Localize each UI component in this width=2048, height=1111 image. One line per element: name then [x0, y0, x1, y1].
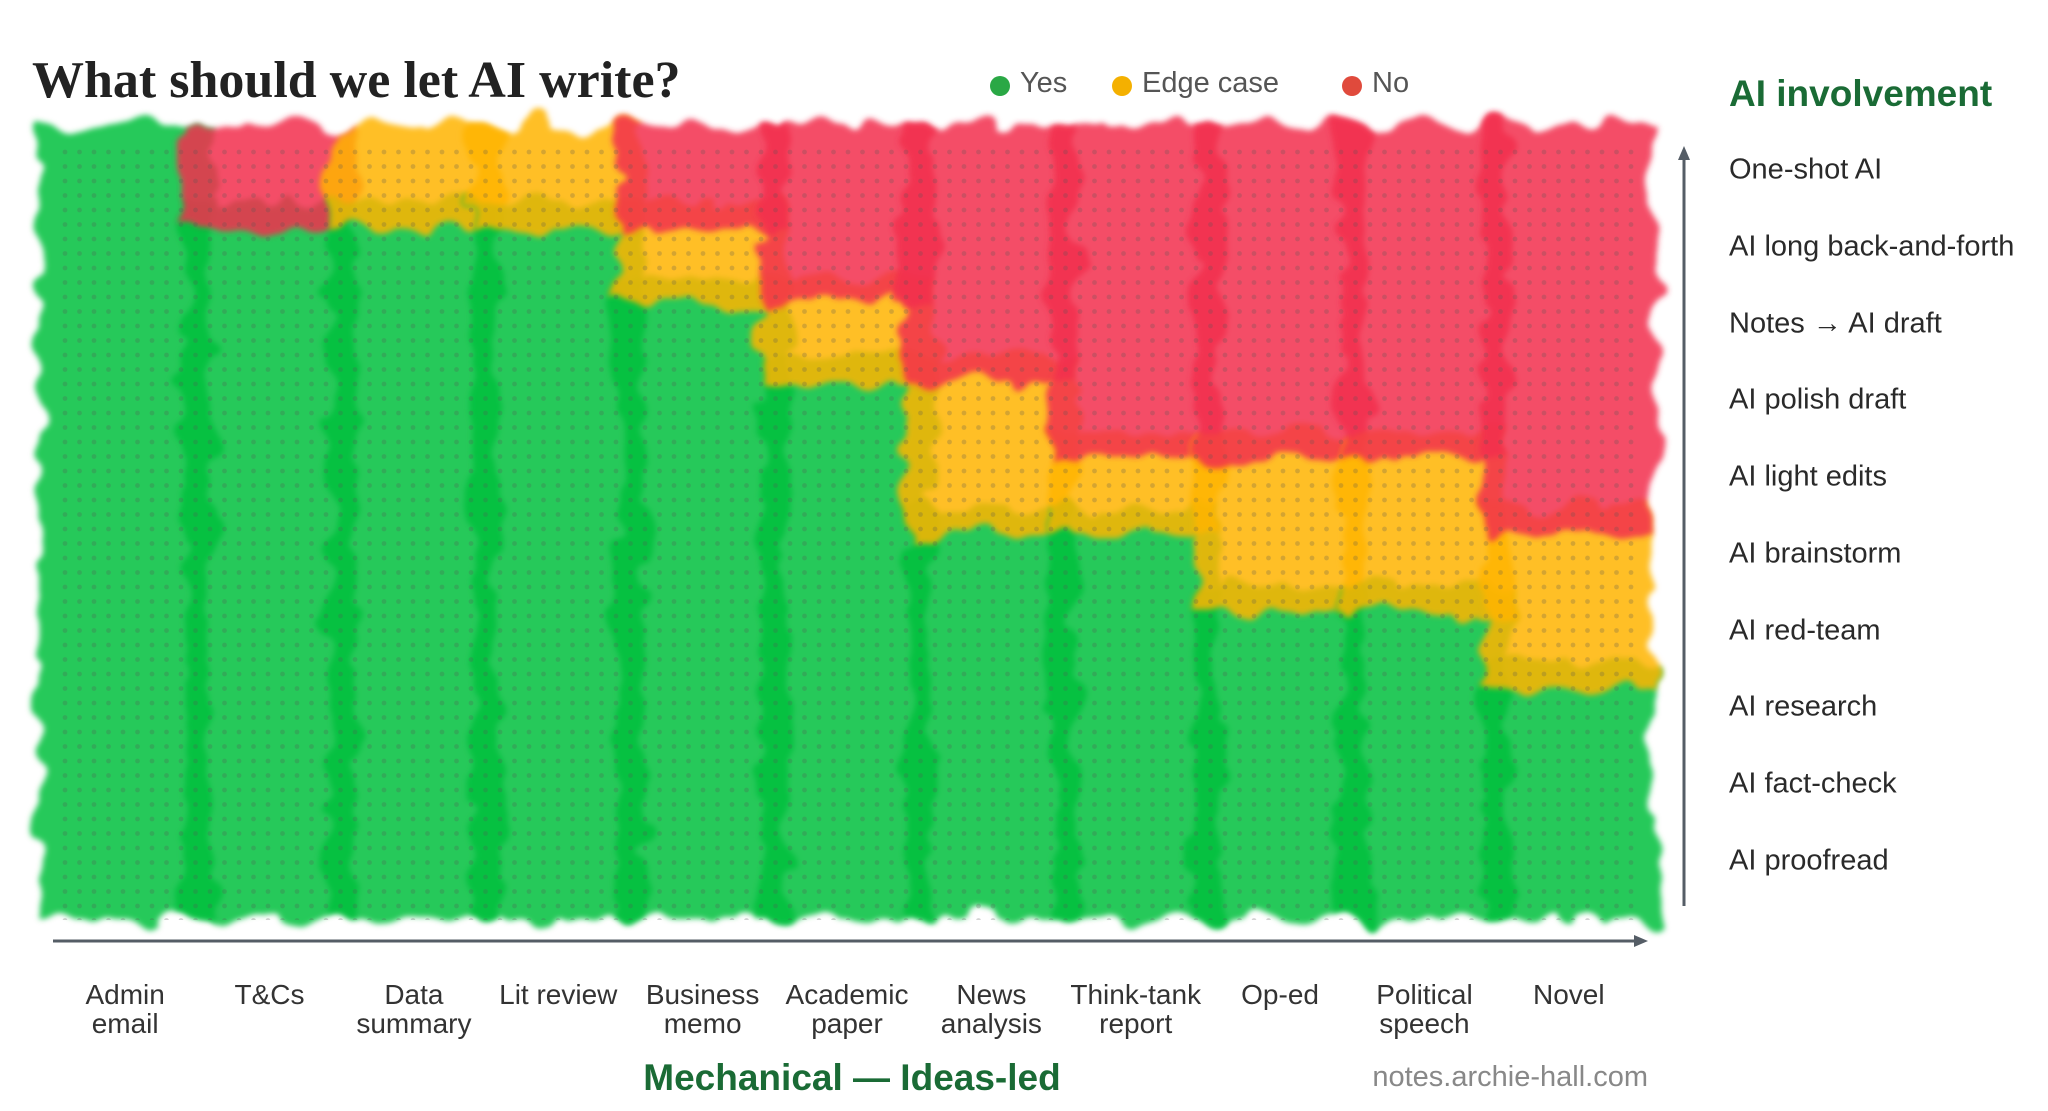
y-tick-label: Notes → AI draft: [1729, 307, 1942, 340]
y-tick-label: AI proofread: [1729, 844, 1889, 877]
y-tick-label: AI light edits: [1729, 460, 1887, 493]
x-tick-label: Op-ed: [1241, 979, 1319, 1010]
legend-label: Edge case: [1142, 67, 1280, 99]
x-tick-label: Political speech: [1376, 979, 1473, 1040]
legend-marker: [1112, 76, 1132, 96]
y-axis-arrow: [1678, 146, 1690, 160]
y-tick-label: AI fact-check: [1729, 767, 1897, 800]
y-tick-label: AI red-team: [1729, 614, 1881, 647]
legend-label: Yes: [1020, 67, 1068, 99]
y-tick-label: AI research: [1729, 690, 1878, 723]
x-tick-label: Lit review: [499, 979, 618, 1010]
x-tick-label: Think-tank report: [1070, 979, 1202, 1040]
x-tick-label: Academic paper: [785, 979, 909, 1040]
y-axis-title: AI involvement: [1729, 73, 1993, 114]
x-tick-label: News analysis: [940, 979, 1042, 1040]
y-tick-label: One-shot AI: [1729, 153, 1883, 186]
legend-label: No: [1372, 67, 1410, 99]
x-axis-title: Mechanical — Ideas-led: [643, 1057, 1061, 1098]
x-tick-label: Admin email: [85, 979, 165, 1040]
y-tick-label: AI polish draft: [1729, 383, 1907, 416]
legend-marker: [990, 76, 1010, 96]
source: notes.archie-hall.com: [1372, 1061, 1648, 1093]
x-tick-label: Novel: [1533, 979, 1605, 1010]
x-tick-label: Data summary: [356, 979, 472, 1040]
x-tick-label: T&Cs: [234, 979, 305, 1010]
y-tick-label: AI brainstorm: [1729, 537, 1902, 570]
chart-title: What should we let AI write?: [32, 52, 681, 109]
y-tick-label: AI long back-and-forth: [1729, 230, 2015, 263]
x-axis-arrow: [1634, 935, 1648, 947]
legend-marker: [1342, 76, 1362, 96]
dot-grid: [55, 140, 1640, 920]
x-tick-label: Business memo: [645, 979, 760, 1040]
